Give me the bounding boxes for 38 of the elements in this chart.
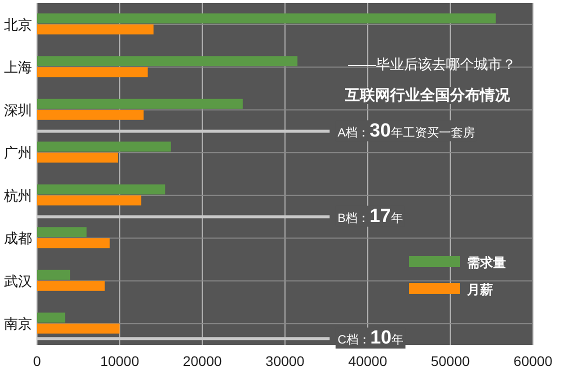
- y-tick-label: 南京: [4, 316, 32, 332]
- bar: [37, 142, 171, 152]
- bar: [37, 24, 154, 34]
- x-tick-label: 0: [33, 353, 42, 369]
- x-tick-label: 20000: [182, 353, 222, 369]
- bar: [37, 227, 87, 238]
- y-tick-label: 广州: [4, 144, 32, 161]
- annotation: C档：10年: [338, 328, 404, 349]
- bar: [37, 13, 496, 24]
- y-tick-label: 深圳: [4, 102, 32, 118]
- x-tick-label: 30000: [266, 353, 305, 369]
- y-tick-label: 上海: [4, 59, 32, 76]
- bar: [37, 312, 66, 323]
- legend-label: 需求量: [467, 255, 506, 270]
- y-tick-label: 北京: [4, 16, 32, 32]
- bar: [37, 280, 105, 291]
- bar: [37, 184, 166, 194]
- bar: [37, 270, 70, 280]
- y-tick-label: 杭州: [3, 187, 32, 204]
- text: ——毕业后该去哪个城市？: [348, 56, 516, 72]
- bar: [37, 152, 118, 163]
- y-tick-label: 武汉: [4, 272, 32, 289]
- x-tick-label: 10000: [100, 353, 140, 369]
- text: 互联网行业全国分布情况: [344, 87, 511, 104]
- bar: [37, 110, 144, 120]
- bar: [37, 324, 120, 334]
- bar: [37, 98, 243, 109]
- y-tick-label: 成都: [4, 230, 32, 246]
- x-tick-label: 40000: [348, 353, 388, 369]
- x-tick-label: 60000: [514, 353, 553, 369]
- bar: [37, 195, 142, 206]
- bar: [37, 67, 148, 78]
- annotation: B档：17年: [338, 206, 403, 227]
- annotation: A档：30年工资买一套房: [338, 120, 475, 142]
- legend-label: 月薪: [466, 282, 493, 297]
- x-tick-label: 50000: [430, 353, 470, 369]
- bar: [37, 238, 110, 248]
- bar: [37, 56, 298, 66]
